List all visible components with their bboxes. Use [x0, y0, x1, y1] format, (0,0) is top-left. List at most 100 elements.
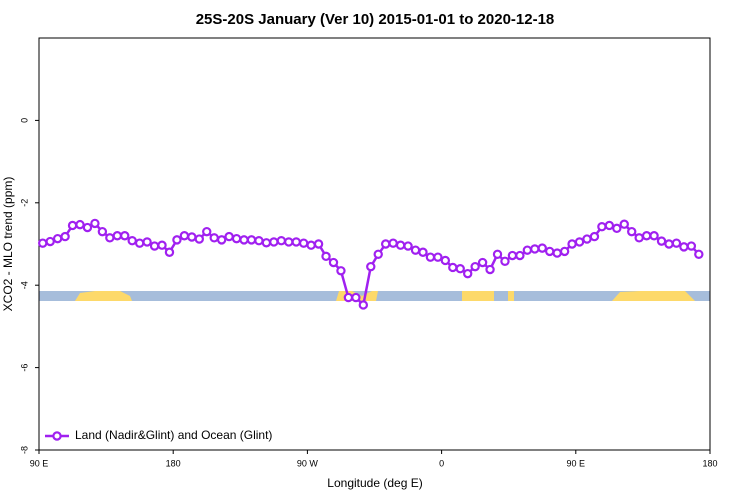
- data-point: [649, 231, 659, 241]
- y-axis-label: XCO2 - MLO trend (ppm): [1, 177, 15, 312]
- data-point: [440, 255, 451, 266]
- data-point: [75, 219, 85, 230]
- data-point: [641, 231, 652, 241]
- data-point: [254, 236, 264, 246]
- data-point: [313, 239, 324, 249]
- x-tick-label: 90 E: [30, 458, 49, 468]
- data-point: [388, 238, 398, 248]
- data-point: [127, 236, 137, 246]
- data-point: [425, 252, 436, 262]
- data-point: [142, 237, 152, 247]
- data-point: [45, 236, 55, 247]
- data-point: [582, 234, 592, 244]
- data-point: [694, 249, 704, 259]
- data-point: [448, 262, 458, 273]
- data-point: [239, 235, 249, 245]
- data-point: [455, 264, 465, 274]
- data-point: [90, 218, 100, 229]
- data-point: [522, 245, 533, 255]
- data-point: [38, 238, 48, 248]
- data-point: [410, 245, 421, 255]
- data-point: [634, 233, 644, 243]
- data-point: [552, 248, 562, 258]
- data-point: [418, 247, 428, 257]
- y-tick-label: 0: [19, 118, 29, 123]
- data-point: [298, 238, 309, 248]
- data-point: [67, 220, 78, 231]
- data-point: [97, 226, 108, 237]
- data-point: [470, 261, 480, 272]
- data-point: [403, 241, 413, 251]
- data-point: [679, 242, 689, 252]
- data-point: [194, 234, 204, 244]
- chart-title: 25S-20S January (Ver 10) 2015-01-01 to 2…: [196, 11, 555, 28]
- data-point: [336, 266, 346, 276]
- x-tick-label: 180: [166, 458, 181, 468]
- data-point: [269, 237, 279, 247]
- data-point: [627, 226, 637, 237]
- y-tick-label: -6: [19, 364, 29, 372]
- data-point: [60, 231, 70, 242]
- legend-label: Land (Nadir&Glint) and Ocean (Glint): [75, 428, 272, 442]
- x-tick-label: 180: [702, 458, 717, 468]
- x-tick-label: 90 W: [297, 458, 319, 468]
- data-point: [328, 257, 339, 268]
- data-point: [559, 246, 570, 257]
- x-tick-label: 90 E: [567, 458, 586, 468]
- data-point: [202, 226, 212, 237]
- data-point: [671, 238, 682, 248]
- data-point: [537, 243, 547, 253]
- data-point: [380, 239, 391, 249]
- x-tick-label: 0: [439, 458, 444, 468]
- land-band: [612, 291, 695, 301]
- data-point: [366, 261, 376, 272]
- data-point: [515, 250, 525, 261]
- data-point: [149, 241, 160, 251]
- data-point: [373, 249, 383, 259]
- data-point: [619, 219, 629, 229]
- data-point: [231, 233, 242, 244]
- land-band: [75, 291, 132, 301]
- data-point: [545, 246, 555, 257]
- data-point: [500, 256, 510, 267]
- data-point: [492, 249, 503, 259]
- data-point: [574, 237, 585, 247]
- data-point: [597, 221, 607, 232]
- data-point: [321, 251, 331, 262]
- data-point: [134, 238, 145, 248]
- data-point: [530, 244, 540, 254]
- data-point: [284, 237, 294, 247]
- data-point: [172, 235, 182, 245]
- land-ocean-mask: [39, 291, 710, 301]
- data-point: [485, 264, 495, 275]
- land-band: [462, 291, 494, 301]
- land-band: [508, 291, 514, 301]
- data-point: [291, 237, 301, 247]
- y-tick-label: -8: [19, 446, 29, 454]
- data-point: [477, 257, 488, 268]
- data-point: [224, 231, 234, 242]
- y-tick-label: -4: [19, 281, 29, 289]
- data-point: [351, 292, 361, 303]
- data-point: [604, 220, 615, 231]
- data-point: [656, 236, 667, 246]
- data-point: [105, 233, 115, 243]
- data-point: [276, 236, 287, 246]
- data-point: [157, 240, 167, 250]
- data-point: [589, 231, 600, 242]
- data-point: [164, 247, 175, 257]
- data-point: [433, 252, 443, 262]
- data-point: [343, 292, 354, 303]
- data-point: [462, 268, 473, 279]
- data-point: [120, 231, 130, 241]
- legend-marker: [52, 431, 62, 441]
- y-tick-label: -2: [19, 199, 29, 207]
- data-point: [187, 232, 197, 242]
- data-point: [82, 222, 93, 233]
- data-point: [52, 233, 63, 244]
- data-point: [209, 233, 219, 243]
- data-point: [664, 239, 674, 249]
- data-point: [612, 223, 622, 234]
